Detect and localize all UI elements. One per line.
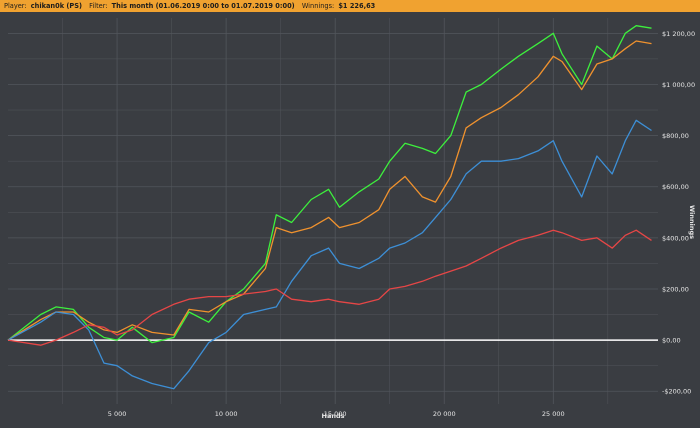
player-value: chikan0k (PS) [30, 2, 83, 10]
filter-value[interactable]: This month (01.06.2019 0:00 to 01.07.201… [111, 2, 295, 10]
y-tick-label: $800,00 [662, 132, 689, 140]
y-tick-label: -$200,00 [662, 388, 691, 396]
winnings-value: $1 226,63 [338, 2, 376, 10]
x-axis-ticks: 5 000 10 000 15 000 20 000 25 000 [108, 410, 565, 418]
grid-lines [8, 18, 658, 404]
y-tick-label: $600,00 [662, 183, 689, 191]
series-line-1 [7, 25, 652, 344]
y-axis-ticks: -$200,00 $0,00 $200,00 $400,00 $600,00 $800,0… [662, 30, 695, 396]
y-tick-label: $400,00 [662, 234, 689, 242]
y-axis-title: Winnings [688, 205, 696, 239]
y-tick-label: $1 000,00 [662, 81, 695, 89]
series-line-2 [7, 40, 652, 341]
series-line-3 [7, 119, 652, 390]
y-tick-label: $1 200,00 [662, 30, 695, 38]
winnings-label: Winnings: [301, 2, 335, 10]
x-axis-title: Hands [322, 412, 345, 420]
winnings-chart[interactable]: 5 000 10 000 15 000 20 000 25 000 -$200,00 $0… [0, 12, 700, 428]
filter-label: Filter: [89, 2, 108, 10]
x-tick-label: 25 000 [542, 410, 565, 418]
series-line-4 [7, 229, 652, 346]
y-tick-label: $200,00 [662, 285, 689, 293]
x-tick-label: 10 000 [215, 410, 238, 418]
chart-header-bar: Player: chikan0k (PS) Filter: This month… [0, 0, 700, 12]
player-label: Player: [4, 2, 27, 10]
y-tick-label: $0,00 [662, 337, 681, 345]
x-tick-label: 5 000 [108, 410, 127, 418]
series-lines [7, 25, 652, 390]
x-tick-label: 20 000 [433, 410, 456, 418]
x-tick-label: 15 000 [324, 410, 347, 418]
